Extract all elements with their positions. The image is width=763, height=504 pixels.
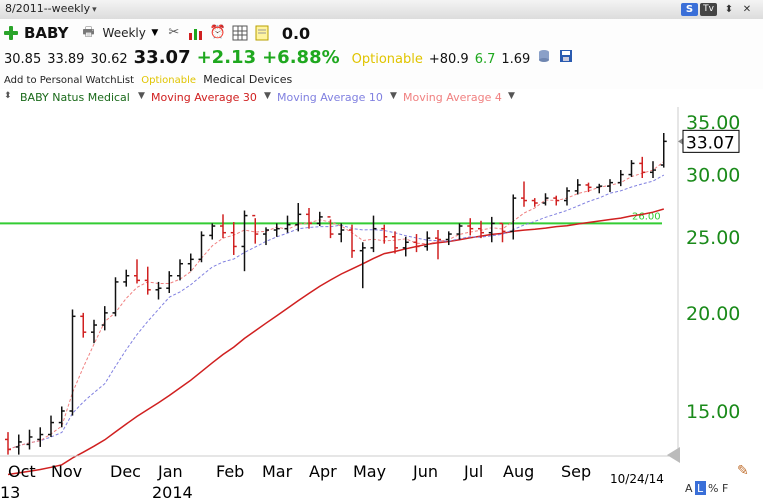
quote-header: BABY 🖶 Weekly ▼ ✂ ⏰ 0.0 30.85 33.89 30.6…: [0, 19, 763, 89]
x-month-label: Nov: [51, 462, 82, 481]
axis-mode-l-icon[interactable]: L: [697, 482, 704, 495]
y-tick-label: 35.00: [686, 112, 740, 134]
x-year-label: 13: [0, 483, 20, 502]
optionable-small: Optionable: [141, 75, 197, 86]
axis-mode-f-icon[interactable]: F: [722, 482, 728, 495]
print-icon[interactable]: 🖶: [82, 25, 95, 40]
axis-mode-a-icon[interactable]: A: [685, 482, 693, 495]
pencil-icon[interactable]: ✎: [737, 463, 749, 479]
expand-icon[interactable]: ⬍: [4, 91, 12, 101]
last-price: 33.07: [133, 47, 191, 68]
x-month-label: May: [353, 462, 386, 481]
chart-period-dropdown[interactable]: 8/2011--weekly ▾: [5, 2, 97, 15]
quote-row: 30.85 33.89 30.62 33.07 +2.13 +6.88% Opt…: [4, 47, 580, 69]
ma10-label[interactable]: Moving Average 10: [277, 91, 383, 104]
horizontal-line-label: 26.00: [632, 211, 661, 222]
grid-icon[interactable]: [232, 25, 248, 41]
chevron-down-icon[interactable]: ▼: [264, 91, 271, 101]
x-month-label: Sep: [561, 462, 591, 481]
date-label: 10/24/14: [610, 472, 664, 486]
log-toggle-bg: [695, 481, 706, 495]
add-watchlist-link[interactable]: Add to Personal WatchList: [4, 75, 135, 86]
rating-3: 1.69: [501, 52, 531, 67]
industry-label: Medical Devices: [203, 73, 293, 86]
low-price: 30.62: [90, 52, 128, 67]
resize-icon[interactable]: ⬍: [724, 4, 734, 15]
info-row: Add to Personal WatchList Optionable Med…: [4, 73, 292, 86]
ma30-label[interactable]: Moving Average 30: [151, 91, 257, 104]
price-change: +2.13: [196, 47, 257, 68]
bar-chart-icon[interactable]: [188, 25, 204, 41]
chevron-down-icon[interactable]: ▼: [390, 91, 397, 101]
y-tick-label: 20.00: [686, 303, 740, 325]
y-tick-label: 30.00: [686, 165, 740, 187]
chevron-down-icon[interactable]: ▼: [138, 91, 145, 101]
indicator-row: ⬍ BABY Natus Medical ▼ Moving Average 30…: [0, 89, 763, 107]
y-tick-label: 15.00: [686, 401, 740, 423]
tools-icon[interactable]: ✂: [168, 25, 180, 40]
x-month-label: Feb: [216, 462, 244, 481]
last-price-box: [682, 129, 740, 153]
y-tick-label: 25.00: [686, 227, 740, 249]
chevron-down-icon: ▾: [92, 5, 97, 15]
tv-button[interactable]: Tv: [700, 3, 717, 16]
save-icon[interactable]: [558, 49, 574, 65]
symbol-label[interactable]: BABY: [24, 24, 69, 42]
chart-period-label: 8/2011--weekly: [5, 2, 91, 15]
note-icon[interactable]: [254, 25, 270, 41]
period-select[interactable]: Weekly: [102, 26, 146, 40]
close-icon[interactable]: ✕: [742, 4, 752, 15]
x-month-label: Apr: [309, 462, 337, 481]
optionable-label: Optionable: [351, 52, 423, 67]
x-month-label: Jul: [463, 462, 483, 481]
open-price: 30.85: [4, 52, 42, 67]
ma10-line: [7, 174, 665, 450]
ma4-line: [7, 161, 665, 450]
add-icon[interactable]: [4, 26, 18, 40]
rating-1: +80.9: [428, 52, 469, 67]
scroll-left-icon: [667, 447, 680, 463]
symbol-row: BABY 🖶 Weekly ▼ ✂ ⏰ 0.0: [4, 22, 310, 44]
x-month-label: Oct: [8, 462, 36, 481]
axis-mode-pct-icon[interactable]: %: [708, 482, 718, 495]
rating-2: 6.7: [474, 52, 496, 67]
price-change-pct: +6.88%: [262, 47, 340, 68]
alarm-clock-icon[interactable]: ⏰: [209, 25, 227, 40]
title-bar: 8/2011--weekly ▾ S Tv ⬍ ✕: [0, 0, 763, 20]
database-icon[interactable]: [536, 49, 552, 65]
x-month-label: Mar: [262, 462, 293, 481]
x-year-label: 2014: [152, 483, 193, 502]
last-price-label: 33.07: [686, 133, 735, 153]
s-button[interactable]: S: [681, 3, 698, 16]
x-month-label: Dec: [110, 462, 141, 481]
zero-value: 0.0: [281, 23, 311, 43]
indicator-symbol[interactable]: BABY Natus Medical: [20, 91, 130, 104]
x-month-label: Jun: [412, 462, 438, 481]
ma4-label[interactable]: Moving Average 4: [403, 91, 502, 104]
ma30-line: [7, 208, 665, 476]
x-month-label: Aug: [503, 462, 534, 481]
chevron-down-icon[interactable]: ▼: [151, 28, 159, 38]
price-chart[interactable]: 26.00 35.00 30.00 25.00 20.00 15.00 33.07 Oct No…: [0, 107, 763, 504]
x-month-label: Jan: [157, 462, 183, 481]
high-price: 33.89: [47, 52, 85, 67]
chevron-down-icon[interactable]: ▼: [508, 91, 515, 101]
